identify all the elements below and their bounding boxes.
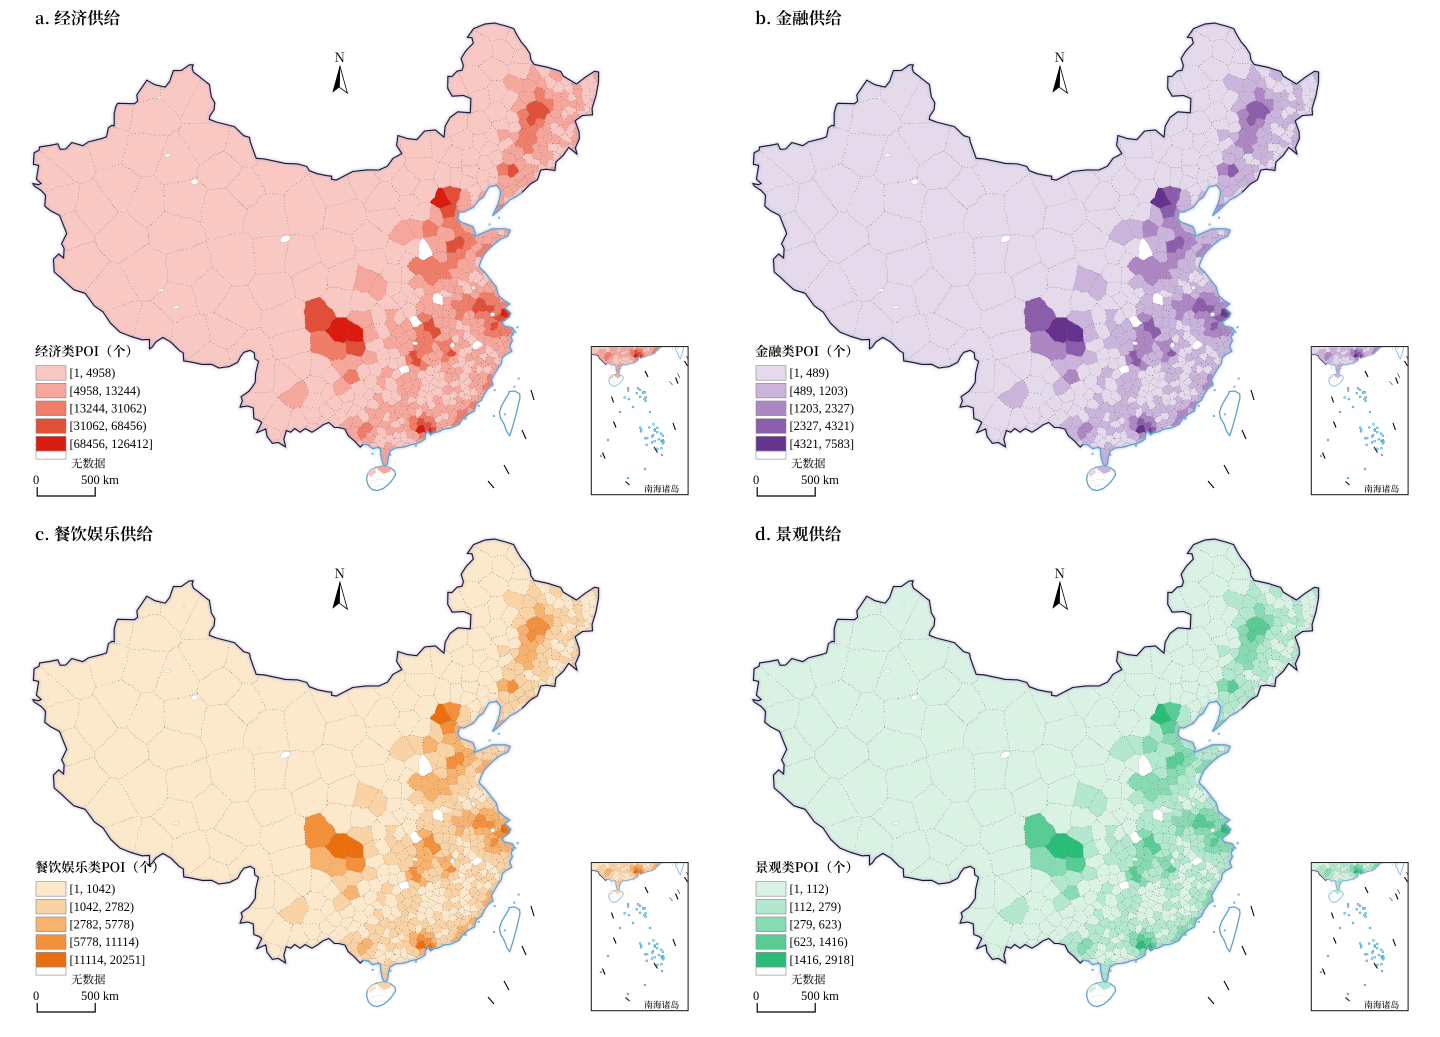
svg-text:[112, 279): [112, 279) (790, 900, 842, 914)
svg-text:[5778, 11114): [5778, 11114) (70, 935, 139, 949)
svg-text:[1, 4958): [1, 4958) (70, 366, 116, 380)
svg-text:[13244, 31062): [13244, 31062) (70, 402, 147, 416)
svg-text:[4321, 7583]: [4321, 7583] (790, 437, 855, 451)
svg-text:0: 0 (753, 989, 759, 1003)
svg-text:0: 0 (33, 989, 39, 1003)
svg-text:[2327, 4321): [2327, 4321) (790, 419, 855, 433)
svg-text:500 km: 500 km (801, 473, 839, 487)
svg-text:[1042, 2782): [1042, 2782) (70, 900, 135, 914)
svg-text:[68456, 126412]: [68456, 126412] (70, 437, 153, 451)
svg-text:[1, 489): [1, 489) (790, 366, 830, 380)
svg-text:[4958, 13244): [4958, 13244) (70, 384, 141, 398)
svg-text:[1203, 2327): [1203, 2327) (790, 402, 855, 416)
svg-text:0: 0 (753, 473, 759, 487)
svg-text:[2782, 5778): [2782, 5778) (70, 918, 135, 932)
svg-text:500 km: 500 km (801, 989, 839, 1003)
svg-text:[11114, 20251]: [11114, 20251] (70, 953, 146, 967)
svg-text:500 km: 500 km (81, 473, 119, 487)
svg-text:500 km: 500 km (81, 989, 119, 1003)
svg-text:[623, 1416): [623, 1416) (790, 935, 848, 949)
svg-text:[489, 1203): [489, 1203) (790, 384, 848, 398)
svg-text:[31062, 68456): [31062, 68456) (70, 419, 147, 433)
svg-text:0: 0 (33, 473, 39, 487)
svg-text:[279, 623): [279, 623) (790, 918, 842, 932)
svg-text:[1416, 2918]: [1416, 2918] (790, 953, 855, 967)
svg-text:[1, 1042): [1, 1042) (70, 882, 116, 896)
svg-text:[1, 112): [1, 112) (790, 882, 829, 896)
